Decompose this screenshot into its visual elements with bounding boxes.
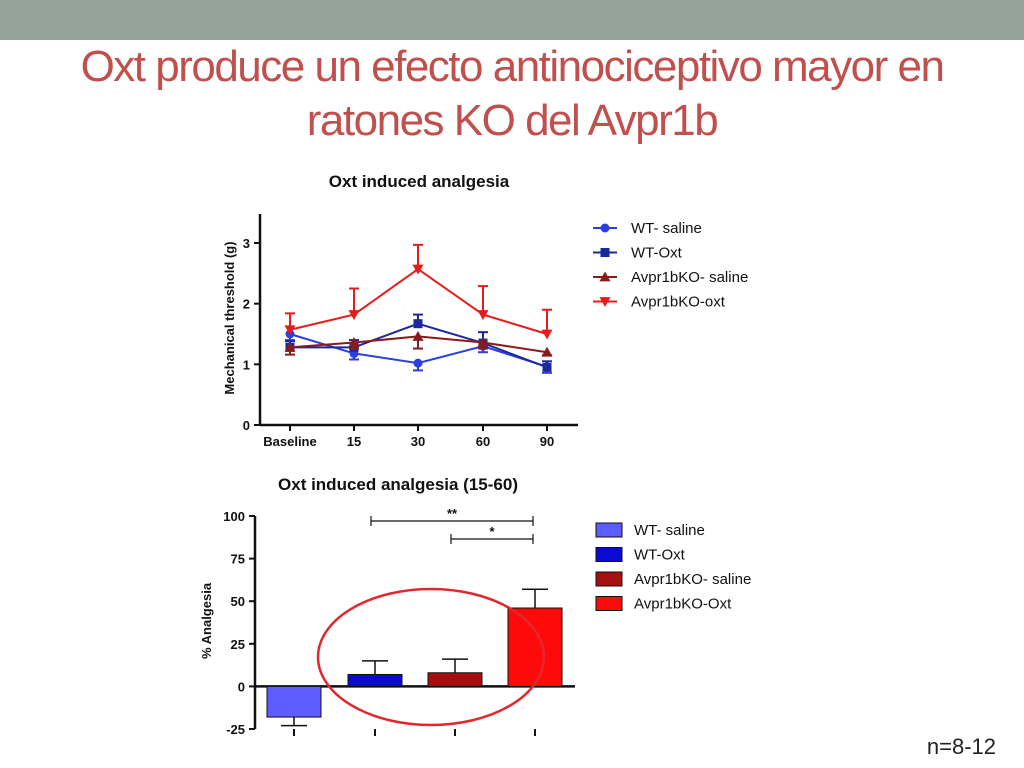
data-point [284, 325, 296, 336]
line-legend-label: WT-Oxt [631, 245, 683, 262]
data-point [413, 319, 423, 329]
legend-marker [600, 223, 610, 233]
significance-bracket [370, 516, 534, 526]
significance-bracket [450, 534, 534, 544]
significance-label: ** [447, 506, 458, 521]
data-point [413, 358, 423, 368]
bar-chart: Oxt induced analgesia (15-60) -25 0 25 50 75 1… [199, 475, 751, 737]
line-y-tick-label: 1 [243, 357, 250, 372]
bar-avpr1bko-oxt [507, 607, 563, 687]
line-legend-label: WT- saline [631, 220, 702, 237]
bar-wt-saline [266, 685, 322, 718]
line-series-avpr1bko-saline [284, 330, 553, 357]
data-point [542, 362, 552, 372]
line-legend-label: Avpr1bKO- saline [631, 269, 748, 286]
bar-avpr1bko-saline [427, 672, 483, 687]
bar-y-tick-label: 25 [231, 637, 245, 652]
slide-title: Oxt produce un efecto antinociceptivo ma… [40, 40, 984, 148]
legend-swatch [595, 571, 623, 587]
legend-swatch [595, 596, 623, 611]
data-point [477, 336, 489, 347]
line-y-axis-label: Mechanical threshold (g) [222, 241, 237, 394]
bar-y-tick-label: 100 [223, 509, 245, 524]
line-legend-label: Avpr1bKO-oxt [631, 294, 726, 311]
line-x-tick-label: 15 [347, 434, 361, 449]
line-x-tick-label: Baseline [263, 434, 316, 449]
bar-legend-label: Avpr1bKO-Oxt [634, 596, 732, 613]
legend-marker [599, 271, 611, 282]
data-point [412, 330, 424, 341]
legend-swatch [595, 522, 623, 538]
sample-size-note: n=8-12 [926, 734, 996, 759]
line-series-avpr1bko-oxt [284, 243, 553, 340]
line-x-tick-label: 90 [540, 434, 554, 449]
bar-y-tick-label: 75 [231, 552, 245, 567]
bar-legend-label: WT- saline [634, 522, 705, 539]
data-point [477, 310, 489, 321]
top-decor-band [0, 0, 1024, 40]
line-y-tick-label: 3 [243, 236, 250, 251]
data-point [348, 336, 360, 347]
data-point [284, 341, 296, 352]
data-point [541, 346, 553, 357]
bar-legend-label: WT-Oxt [634, 547, 686, 564]
bar-y-axis-label: % Analgesia [199, 582, 214, 659]
line-y-tick-label: 0 [243, 418, 250, 433]
data-point [348, 310, 360, 321]
bar-y-tick-label: 50 [231, 594, 245, 609]
line-x-tick-label: 60 [476, 434, 490, 449]
bar-chart-title: Oxt induced analgesia (15-60) [278, 475, 518, 494]
bar-wt-oxt [347, 673, 403, 687]
slide-title-line-2: ratones KO del Avpr1b [306, 96, 719, 145]
legend-marker [599, 297, 611, 307]
bar-legend-label: Avpr1bKO- saline [634, 571, 751, 588]
data-point [541, 329, 553, 340]
data-point [412, 264, 424, 275]
significance-label: * [489, 524, 495, 539]
legend-swatch [595, 547, 623, 562]
line-y-tick-label: 2 [243, 297, 250, 312]
line-chart: Oxt induced analgesia 0 1 2 3 Baseline 15 30 60 9… [222, 172, 748, 449]
line-chart-title: Oxt induced analgesia [329, 172, 510, 191]
bar-y-tick-label: 0 [238, 679, 245, 694]
legend-marker [600, 248, 610, 257]
bar-y-tick-label: -25 [226, 722, 245, 737]
slide-title-line-1: Oxt produce un efecto antinociceptivo ma… [80, 42, 945, 91]
highlight-ellipse [316, 587, 546, 727]
line-x-tick-label: 30 [411, 434, 425, 449]
